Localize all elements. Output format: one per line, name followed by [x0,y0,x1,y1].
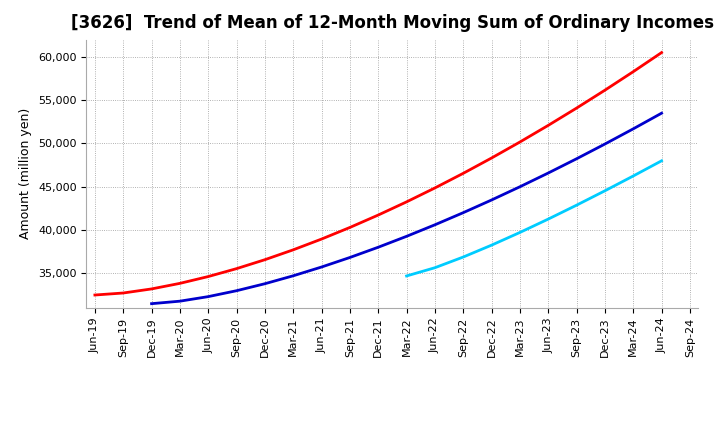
Y-axis label: Amount (million yen): Amount (million yen) [19,108,32,239]
Title: [3626]  Trend of Mean of 12-Month Moving Sum of Ordinary Incomes: [3626] Trend of Mean of 12-Month Moving … [71,15,714,33]
